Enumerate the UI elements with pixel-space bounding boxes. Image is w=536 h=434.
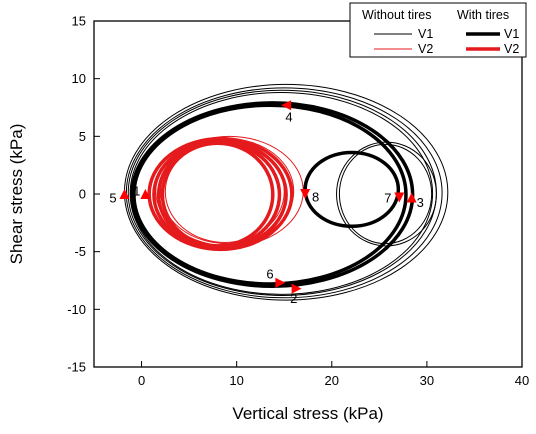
direction-marker: [291, 283, 302, 294]
series-v2-with-tires: [147, 136, 294, 252]
series-loop: [152, 139, 288, 250]
series-loop: [129, 92, 434, 295]
legend-header-without-tires: Without tires: [362, 8, 431, 22]
series-loop: [160, 141, 275, 248]
point-label-7: 7: [384, 190, 391, 205]
point-label-8: 8: [312, 189, 319, 204]
point-label-4: 4: [285, 110, 292, 125]
direction-marker: [394, 192, 405, 203]
legend-header-with-tires: With tires: [457, 8, 509, 22]
y-tick-label: -5: [74, 244, 86, 259]
plot-area: 0 10 20 30 40 -15 -10 -5 0 5 10 15 1 2 3 4 5 6 7 8: [67, 14, 529, 389]
direction-marker: [275, 277, 286, 288]
y-tick-label: 10: [72, 71, 86, 86]
point-label-6: 6: [266, 267, 273, 282]
legend-label-without-v1: V1: [418, 27, 433, 41]
direction-marker: [140, 189, 151, 199]
y-axis-title: Shear stress (kPa): [7, 124, 26, 265]
series-loop: [132, 103, 408, 286]
direction-markers: [119, 100, 417, 294]
direction-marker: [300, 189, 311, 199]
legend-label-without-v2: V2: [418, 42, 433, 56]
y-tick-label: -10: [67, 302, 86, 317]
legend: Without tires With tires V1 V1 V2 V2: [349, 2, 527, 58]
x-tick-label: 40: [515, 373, 529, 388]
x-tick-label: 10: [229, 373, 243, 388]
y-tick-label: -15: [67, 360, 86, 375]
point-label-3: 3: [417, 195, 424, 210]
series-loop: [147, 136, 294, 252]
direction-marker: [406, 192, 417, 203]
x-axis-title: Vertical stress (kPa): [232, 404, 383, 423]
y-axis: -15 -10 -5 0 5 10 15: [67, 14, 100, 375]
point-label-2: 2: [290, 291, 297, 306]
x-tick-label: 0: [138, 373, 145, 388]
y-tick-label: 0: [79, 187, 86, 202]
x-tick-label: 20: [325, 373, 339, 388]
y-tick-label: 5: [79, 129, 86, 144]
direction-marker: [281, 100, 292, 111]
legend-label-with-v1: V1: [504, 27, 519, 41]
x-axis: 0 10 20 30 40: [138, 361, 529, 388]
legend-label-with-v2: V2: [504, 42, 519, 56]
point-labels: 1 2 3 4 5 6 7 8: [109, 110, 423, 306]
direction-marker: [119, 189, 130, 199]
y-tick-label: 15: [72, 14, 86, 29]
x-tick-label: 30: [420, 373, 434, 388]
point-label-1: 1: [133, 184, 140, 199]
point-label-5: 5: [109, 190, 116, 205]
